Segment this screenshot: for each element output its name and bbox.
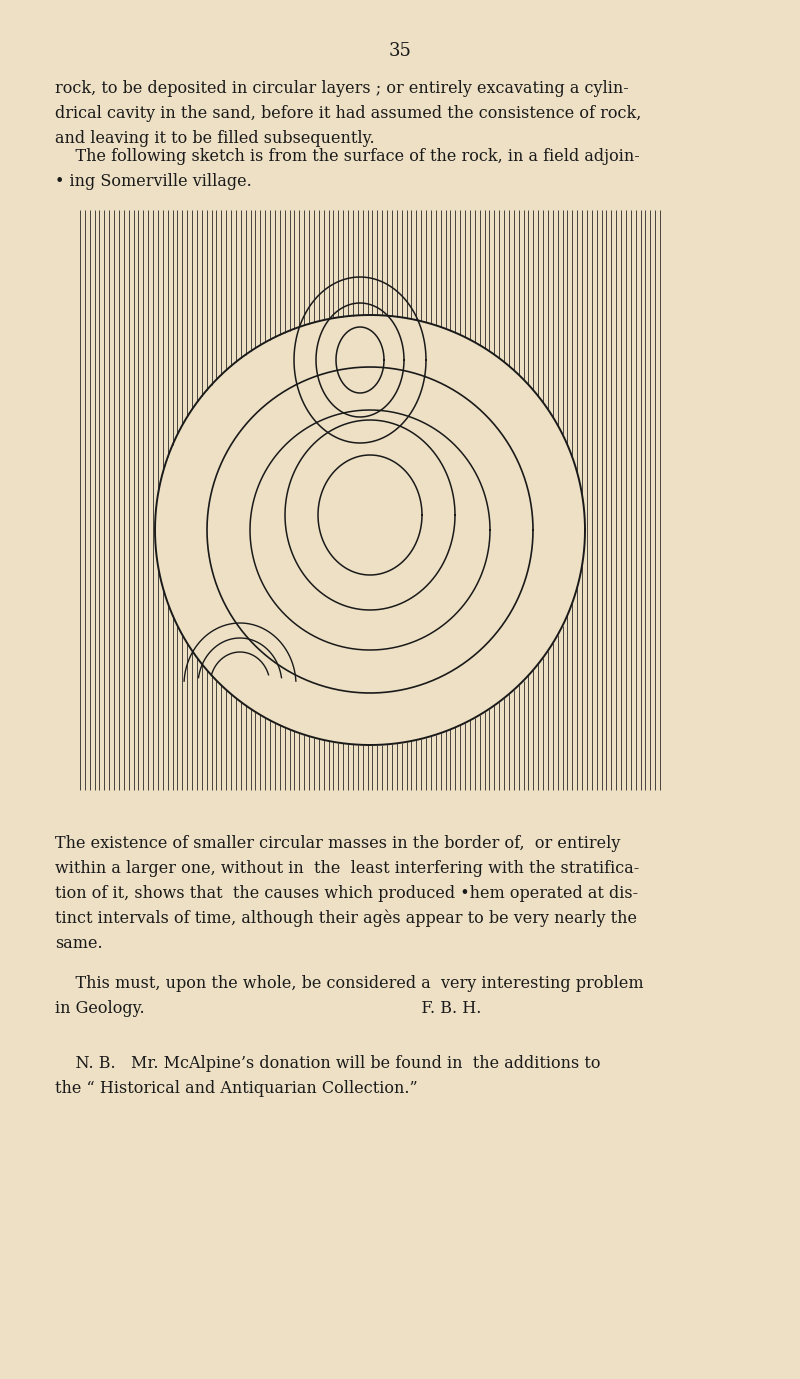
Text: rock, to be deposited in circular layers ; or entirely excavating a cylin-
drica: rock, to be deposited in circular layers… <box>55 80 642 146</box>
Text: The existence of smaller circular masses in the border of,  or entirely
within a: The existence of smaller circular masses… <box>55 836 639 952</box>
Text: The following sketch is from the surface of the rock, in a field adjoin-
• ing S: The following sketch is from the surface… <box>55 148 640 190</box>
Text: N. B.   Mr. McAlpine’s donation will be found in  the additions to
the “ Histori: N. B. Mr. McAlpine’s donation will be fo… <box>55 1055 601 1096</box>
Text: This must, upon the whole, be considered a  very interesting problem
in Geology.: This must, upon the whole, be considered… <box>55 975 644 1016</box>
Text: 35: 35 <box>389 41 411 61</box>
